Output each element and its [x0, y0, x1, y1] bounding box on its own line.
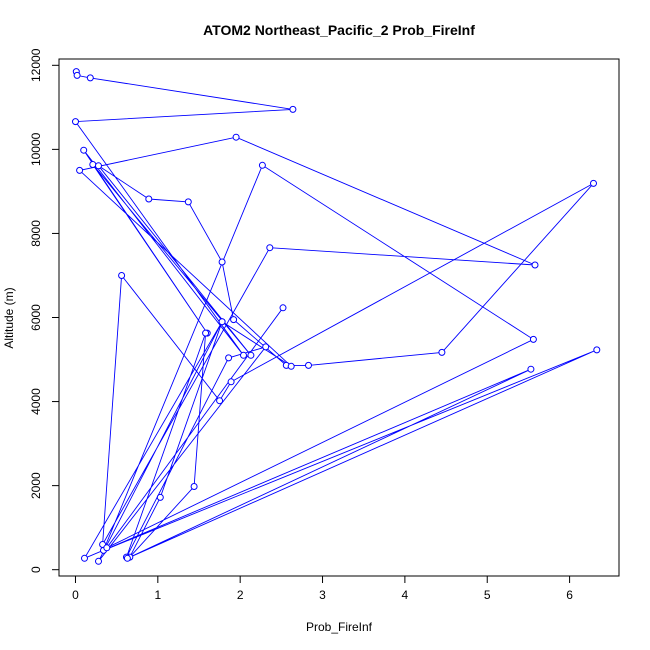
data-point: [289, 105, 297, 113]
data-point: [72, 118, 79, 126]
data-point: [438, 348, 446, 356]
data-point: [156, 493, 164, 501]
data-point: [80, 146, 88, 154]
data-point: [202, 329, 210, 337]
data-point: [216, 397, 224, 405]
data-point: [123, 554, 131, 562]
data-point: [76, 166, 84, 174]
data-point: [95, 162, 102, 170]
data-point: [230, 316, 238, 324]
data-point: [266, 244, 274, 252]
data-point: [184, 198, 192, 206]
data-point: [89, 161, 97, 168]
x-tick-label: 6: [566, 588, 573, 602]
data-point: [305, 361, 312, 369]
data-point: [262, 343, 270, 351]
data-point: [73, 71, 81, 79]
data-point: [232, 133, 240, 141]
data-point: [279, 304, 287, 312]
y-tick-label: 10000: [29, 132, 43, 166]
x-tick-label: 1: [154, 588, 161, 602]
series-line: [74, 71, 597, 562]
y-tick-label: 2000: [29, 472, 43, 499]
data-point: [529, 335, 537, 343]
chart-title: ATOM2 Northeast_Pacific_2 Prob_FireInf: [203, 22, 475, 38]
data-point: [118, 272, 126, 279]
data-point: [145, 195, 153, 203]
data-point: [190, 483, 198, 490]
data-point: [95, 557, 102, 565]
data-point: [531, 261, 539, 269]
data-point: [247, 351, 255, 359]
data-point: [218, 318, 226, 326]
data-point: [225, 354, 233, 362]
data-point: [590, 179, 597, 187]
data-point: [81, 554, 88, 562]
x-tick-label: 4: [402, 588, 409, 602]
data-point: [258, 161, 266, 169]
x-tick-label: 0: [72, 588, 79, 602]
y-tick-label: 8000: [29, 220, 43, 247]
x-axis-label: Prob_FireInf: [306, 620, 373, 634]
data-point: [240, 351, 247, 359]
data-point: [527, 365, 535, 373]
y-axis-label: Altitude (m): [2, 287, 16, 348]
x-tick-label: 2: [237, 588, 244, 602]
y-tick-label: 6000: [29, 304, 43, 331]
x-tick-label: 5: [484, 588, 491, 602]
y-tick-label: 12000: [29, 48, 43, 82]
data-point: [227, 378, 235, 386]
y-axis: 0 2000 4000 6000 8000 10000 12000: [29, 48, 60, 573]
data-point: [103, 544, 111, 552]
y-tick-label: 0: [29, 566, 43, 573]
data-point: [593, 346, 601, 354]
series-layer: [72, 68, 601, 565]
data-point: [287, 362, 295, 370]
x-axis: 0 1 2 3 4 5 6: [72, 575, 573, 602]
y-tick-label: 4000: [29, 388, 43, 415]
data-point: [218, 258, 226, 266]
data-point: [86, 74, 94, 82]
x-tick-label: 3: [319, 588, 326, 602]
